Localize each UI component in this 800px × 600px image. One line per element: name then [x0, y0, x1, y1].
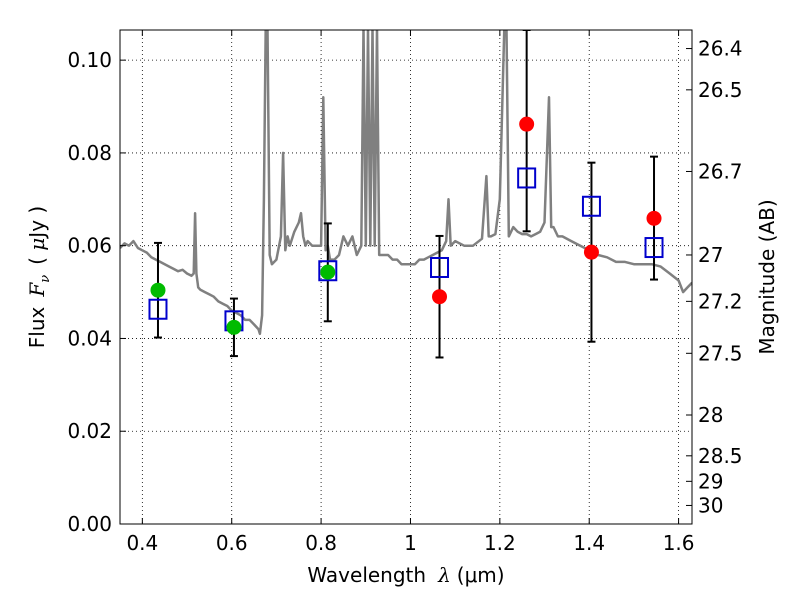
- model-photometry-square: [318, 260, 338, 282]
- observed-point-red: [519, 116, 535, 132]
- x-tick-label: 1.4: [573, 531, 605, 555]
- magnitude-tick-label: 26.5: [698, 78, 743, 102]
- y-tick-label: 0.08: [67, 141, 112, 165]
- model-photometry-square: [517, 167, 537, 189]
- x-axis-label: Wavelength λ (μm): [307, 563, 504, 587]
- model-photometry-square: [644, 237, 664, 259]
- magnitude-tick-label: 29: [698, 469, 723, 493]
- plot-area: [120, 30, 692, 359]
- magnitude-tick-label: 26.4: [698, 37, 743, 61]
- y-tick-label: 0.00: [67, 512, 112, 536]
- observed-point-red: [646, 210, 662, 226]
- magnitude-tick-label: 27.2: [698, 289, 743, 313]
- model-photometry-square: [430, 256, 450, 278]
- x-tick-label: 1: [404, 531, 417, 555]
- magnitude-tick-label: 27: [698, 243, 723, 267]
- observed-point-green: [226, 319, 242, 335]
- plot-frame: [119, 29, 693, 525]
- observed-point-red: [432, 289, 448, 305]
- x-tick-label: 0.4: [126, 531, 158, 555]
- magnitude-tick-label: 28.5: [698, 444, 743, 468]
- magnitude-tick-label: 26.7: [698, 159, 743, 183]
- x-tick-label: 1.6: [663, 531, 695, 555]
- y-tick-label: 0.06: [67, 234, 112, 258]
- axes-ticks: 0.4 0.6 0.8 1 1.2 1.4 1.6 0.00 0.02 0.04 0.06 0.08 0…: [67, 30, 743, 555]
- magnitude-tick-label: 28: [698, 403, 723, 427]
- magnitude-tick-label: 27.5: [698, 341, 743, 365]
- observed-point-red: [583, 244, 599, 260]
- x-tick-label: 1.2: [484, 531, 516, 555]
- observed-point-green: [150, 282, 166, 298]
- magnitude-axis-label: Magnitude (AB): [755, 199, 779, 354]
- y-axis-label: FluxFν( μJy ): [25, 206, 53, 348]
- spectrum-line: [120, 30, 692, 336]
- observed-point-green: [320, 264, 336, 280]
- x-tick-label: 0.8: [305, 531, 337, 555]
- y-tick-label: 0.02: [67, 419, 112, 443]
- model-photometry-square: [148, 298, 168, 320]
- x-tick-label: 0.6: [216, 531, 248, 555]
- y-tick-label: 0.10: [67, 48, 112, 72]
- model-photometry-square: [581, 195, 601, 217]
- magnitude-tick-label: 30: [698, 493, 723, 517]
- y-tick-label: 0.04: [67, 326, 112, 350]
